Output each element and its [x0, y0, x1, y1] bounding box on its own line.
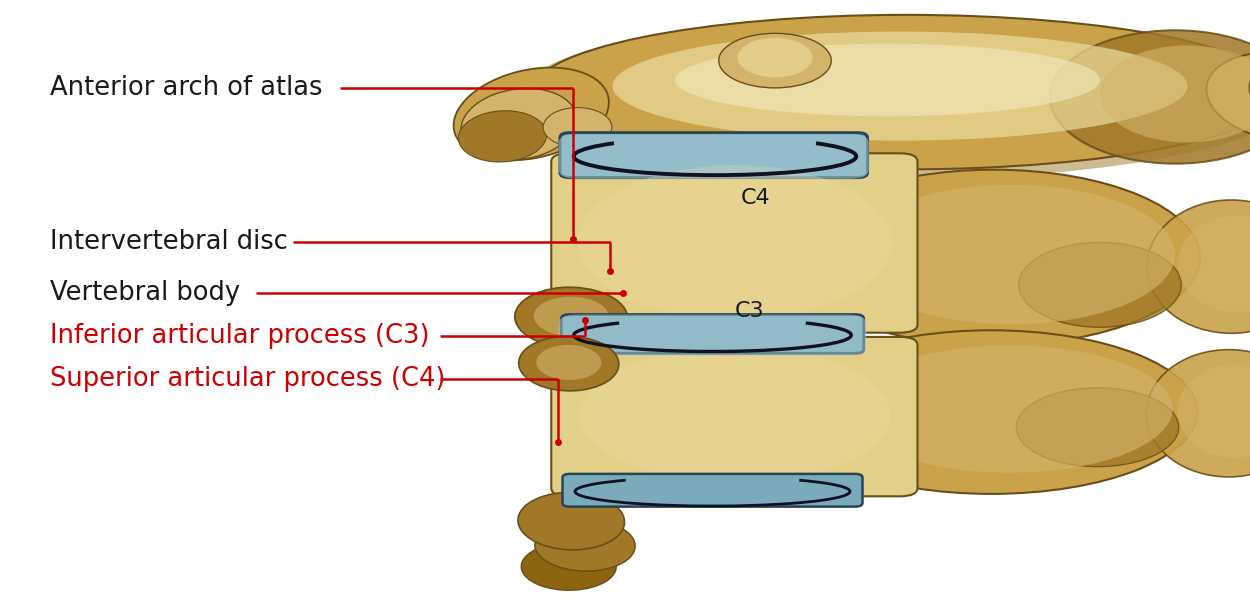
- Ellipse shape: [459, 111, 546, 162]
- FancyBboxPatch shape: [551, 337, 918, 496]
- Ellipse shape: [454, 68, 609, 160]
- FancyBboxPatch shape: [559, 315, 866, 356]
- Ellipse shape: [1016, 388, 1179, 467]
- Text: C4: C4: [741, 188, 771, 208]
- Ellipse shape: [542, 108, 612, 147]
- Ellipse shape: [1146, 350, 1250, 477]
- Text: Inferior articular process (C3): Inferior articular process (C3): [50, 324, 430, 349]
- Ellipse shape: [519, 15, 1250, 179]
- FancyBboxPatch shape: [559, 134, 869, 179]
- Ellipse shape: [515, 287, 628, 348]
- Ellipse shape: [719, 33, 831, 88]
- Ellipse shape: [534, 297, 609, 336]
- Ellipse shape: [1178, 215, 1250, 312]
- Ellipse shape: [850, 185, 1175, 324]
- Text: Superior articular process (C4): Superior articular process (C4): [50, 367, 445, 392]
- Ellipse shape: [1019, 242, 1181, 327]
- Text: C3: C3: [735, 301, 765, 321]
- Ellipse shape: [461, 88, 576, 160]
- Ellipse shape: [1100, 45, 1250, 142]
- FancyBboxPatch shape: [551, 153, 918, 333]
- FancyBboxPatch shape: [562, 474, 862, 507]
- Ellipse shape: [531, 15, 1250, 169]
- Ellipse shape: [788, 170, 1200, 345]
- Ellipse shape: [521, 543, 616, 590]
- Ellipse shape: [738, 38, 813, 77]
- Ellipse shape: [675, 44, 1100, 116]
- Ellipse shape: [518, 493, 625, 550]
- Ellipse shape: [579, 347, 891, 484]
- FancyBboxPatch shape: [561, 315, 864, 353]
- Ellipse shape: [535, 520, 635, 571]
- Text: Vertebral body: Vertebral body: [50, 281, 240, 306]
- Ellipse shape: [1148, 200, 1250, 333]
- Ellipse shape: [1178, 364, 1250, 458]
- Ellipse shape: [612, 32, 1188, 141]
- Ellipse shape: [1050, 30, 1250, 164]
- Ellipse shape: [785, 330, 1198, 494]
- Ellipse shape: [1206, 53, 1250, 141]
- Ellipse shape: [519, 336, 619, 391]
- FancyBboxPatch shape: [560, 133, 868, 178]
- Ellipse shape: [848, 345, 1172, 473]
- Text: Anterior arch of atlas: Anterior arch of atlas: [50, 75, 322, 101]
- Ellipse shape: [578, 165, 892, 320]
- Ellipse shape: [536, 345, 601, 380]
- Text: Intervertebral disc: Intervertebral disc: [50, 230, 288, 255]
